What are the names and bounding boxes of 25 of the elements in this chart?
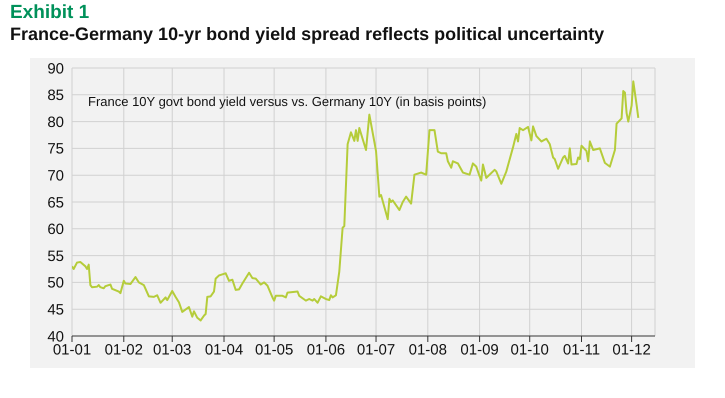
x-tick-label: 01-05: [254, 342, 294, 359]
x-tick-label: 01-07: [356, 342, 396, 359]
annotation: France 10Y govt bond yield versus vs. Germany 10Y (in basis points): [88, 94, 486, 109]
chart-title: Exhibit 1: [10, 2, 90, 24]
chart-subtitle: France-Germany 10-yr bond yield spread reflects political uncertainty: [10, 24, 604, 45]
y-tick-label: 55: [47, 248, 64, 265]
y-tick-label: 60: [47, 221, 64, 238]
y-tick-label: 85: [47, 87, 64, 104]
y-tick-label: 65: [47, 194, 64, 212]
x-tick-label: 01-03: [153, 342, 192, 359]
x-tick-label: 01-04: [204, 342, 244, 359]
x-tick-label: 01-12: [612, 342, 651, 359]
y-tick-label: 90: [47, 60, 64, 78]
x-tick-label: 01-06: [306, 342, 346, 359]
x-tick-label: 01-02: [104, 342, 143, 359]
y-tick-label: 50: [47, 274, 64, 292]
x-tick-label: 01-08: [408, 342, 447, 359]
y-tick-label: 80: [47, 114, 64, 131]
line-series: [72, 80, 640, 322]
y-tick-label: 70: [47, 168, 64, 185]
x-tick-label: 01-11: [562, 342, 600, 359]
x-tick-label: 01-10: [510, 342, 549, 359]
x-tick-label: 01-09: [460, 342, 499, 359]
y-tick-label: 45: [47, 302, 64, 319]
y-tick-label: 75: [47, 140, 64, 158]
